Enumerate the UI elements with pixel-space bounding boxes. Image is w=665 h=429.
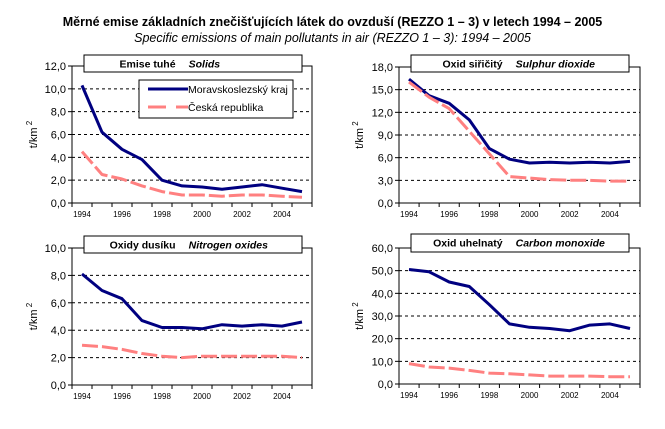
figure-subtitle: Specific emissions of main pollutants in… bbox=[134, 31, 531, 45]
x-tick-label: 2004 bbox=[273, 210, 291, 219]
y-tick-label: 6,0 bbox=[51, 130, 66, 142]
chart-title-cz: Oxidy dusíku bbox=[110, 240, 176, 252]
x-tick-label: 2002 bbox=[233, 392, 251, 401]
y-axis-label-unit: t/km bbox=[354, 128, 366, 149]
series-line-moravskoslezsky-kraj bbox=[408, 77, 631, 165]
y-tick-label: 8,0 bbox=[51, 270, 66, 282]
y-tick-label: 9,0 bbox=[378, 130, 393, 142]
y-tick-label: 0,0 bbox=[51, 380, 66, 392]
chart-title-en: Solids bbox=[189, 59, 221, 71]
y-tick-label: 10,0 bbox=[45, 84, 66, 96]
y-axis-label: t/km 2 bbox=[25, 302, 40, 330]
x-tick-label: 1994 bbox=[400, 210, 418, 219]
y-tick-label: 30,0 bbox=[372, 311, 393, 323]
y-axis-label-unit: t/km bbox=[28, 127, 40, 148]
x-tick-label: 1996 bbox=[113, 392, 131, 401]
x-tick-label: 2004 bbox=[273, 392, 291, 401]
legend: Moravskoslezský kraj Česká republika bbox=[138, 79, 294, 119]
y-axis-label-superscript: 2 bbox=[351, 121, 360, 128]
chart-title-en: Sulphur dioxide bbox=[516, 59, 595, 71]
x-tick-label: 2000 bbox=[193, 210, 211, 219]
y-tick-label: 50,0 bbox=[372, 266, 393, 278]
y-tick-label: 2,0 bbox=[51, 353, 66, 365]
y-tick-label: 20,0 bbox=[372, 334, 393, 346]
chart-title-cz: Emise tuhé bbox=[120, 59, 176, 71]
y-tick-label: 6,0 bbox=[378, 153, 393, 165]
chart-title-box bbox=[410, 233, 630, 253]
chart-title-box bbox=[410, 54, 630, 73]
y-tick-label: 2,0 bbox=[51, 175, 66, 187]
series-line-moravskoslezsky-kraj bbox=[408, 268, 631, 333]
legend-box bbox=[138, 79, 294, 119]
x-tick-label: 2002 bbox=[233, 210, 251, 219]
series-line-ceska-republika bbox=[408, 362, 630, 379]
y-tick-label: 12,0 bbox=[45, 61, 66, 73]
chart-3: 0,0 2,0 4,0 6,0 8,0 10,0 1994 1996 1998 2000 2002 2… bbox=[25, 235, 313, 401]
y-tick-label: 8,0 bbox=[51, 107, 66, 119]
chart-title-cz: Oxid siřičitý bbox=[442, 59, 502, 71]
y-axis-label: t/km 2 bbox=[25, 120, 40, 148]
chart-title-cz: Oxid uhelnatý bbox=[433, 238, 503, 250]
y-tick-label: 40,0 bbox=[372, 288, 393, 300]
chart-title-en: Nitrogen oxides bbox=[189, 240, 269, 252]
y-tick-label: 0,0 bbox=[378, 379, 393, 391]
x-tick-label: 2000 bbox=[521, 391, 539, 400]
x-tick-label: 1996 bbox=[440, 391, 458, 400]
y-tick-label: 3,0 bbox=[378, 175, 393, 187]
series-line-moravskoslezsky-kraj bbox=[81, 272, 303, 331]
series-line-ceska-republika bbox=[81, 343, 303, 360]
series-line-ceska-republika bbox=[80, 150, 303, 199]
x-tick-label: 2002 bbox=[561, 210, 579, 219]
x-tick-label: 2000 bbox=[521, 210, 539, 219]
y-axis-label: t/km 2 bbox=[351, 121, 366, 149]
x-tick-label: 2002 bbox=[561, 391, 579, 400]
y-tick-label: 18,0 bbox=[372, 62, 393, 74]
series-line-moravskoslezsky-kraj bbox=[80, 84, 303, 194]
chart-2: 0,0 3,0 6,0 9,0 12,0 15,0 18,0 1994 1996 1998 2000… bbox=[351, 54, 641, 219]
x-tick-label: 1994 bbox=[400, 391, 418, 400]
x-tick-label: 1996 bbox=[113, 210, 131, 219]
y-tick-label: 15,0 bbox=[372, 85, 393, 97]
chart-1: 0,0 2,0 4,0 6,0 8,0 10,0 12,0 1994 1996 1998 2000 2… bbox=[25, 54, 313, 219]
x-tick-label: 1994 bbox=[73, 392, 91, 401]
series-line-ceska-republika bbox=[408, 80, 630, 183]
y-axis-label-superscript: 2 bbox=[25, 302, 34, 309]
x-tick-label: 2000 bbox=[193, 392, 211, 401]
chart-title-en: Carbon monoxide bbox=[516, 238, 605, 250]
x-tick-label: 1996 bbox=[440, 210, 458, 219]
x-tick-label: 1994 bbox=[73, 210, 91, 219]
x-tick-label: 1998 bbox=[153, 210, 171, 219]
y-tick-label: 10,0 bbox=[45, 243, 66, 255]
y-tick-label: 6,0 bbox=[51, 298, 66, 310]
x-tick-label: 2004 bbox=[601, 391, 619, 400]
y-tick-label: 4,0 bbox=[51, 152, 66, 164]
y-tick-label: 12,0 bbox=[372, 107, 393, 119]
legend-label-ceska-republika: Česká republika bbox=[188, 101, 263, 114]
chart-4: 0,0 10,0 20,0 30,0 40,0 50,0 60,0 1994 1996 1998 2… bbox=[351, 233, 641, 400]
y-tick-label: 60,0 bbox=[372, 243, 393, 255]
y-axis-label-superscript: 2 bbox=[351, 302, 360, 309]
y-axis-label-superscript: 2 bbox=[25, 120, 34, 127]
y-tick-label: 0,0 bbox=[51, 198, 66, 210]
plot-frame bbox=[71, 247, 313, 386]
y-tick-label: 4,0 bbox=[51, 325, 66, 337]
x-tick-label: 1998 bbox=[480, 391, 498, 400]
x-tick-label: 1998 bbox=[480, 210, 498, 219]
x-tick-label: 2004 bbox=[601, 210, 619, 219]
chart-title-box bbox=[83, 235, 303, 254]
figure-title: Měrné emise základních znečišťujících lá… bbox=[62, 15, 603, 29]
y-tick-label: 10,0 bbox=[372, 356, 393, 368]
y-axis-label: t/km 2 bbox=[351, 302, 366, 330]
chart-title-box bbox=[83, 54, 303, 73]
y-axis-label-unit: t/km bbox=[354, 309, 366, 330]
x-tick-label: 1998 bbox=[153, 392, 171, 401]
legend-label-moravskoslezsky-kraj: Moravskoslezský kraj bbox=[188, 84, 288, 96]
y-tick-label: 0,0 bbox=[378, 198, 393, 210]
y-axis-label-unit: t/km bbox=[28, 309, 40, 330]
